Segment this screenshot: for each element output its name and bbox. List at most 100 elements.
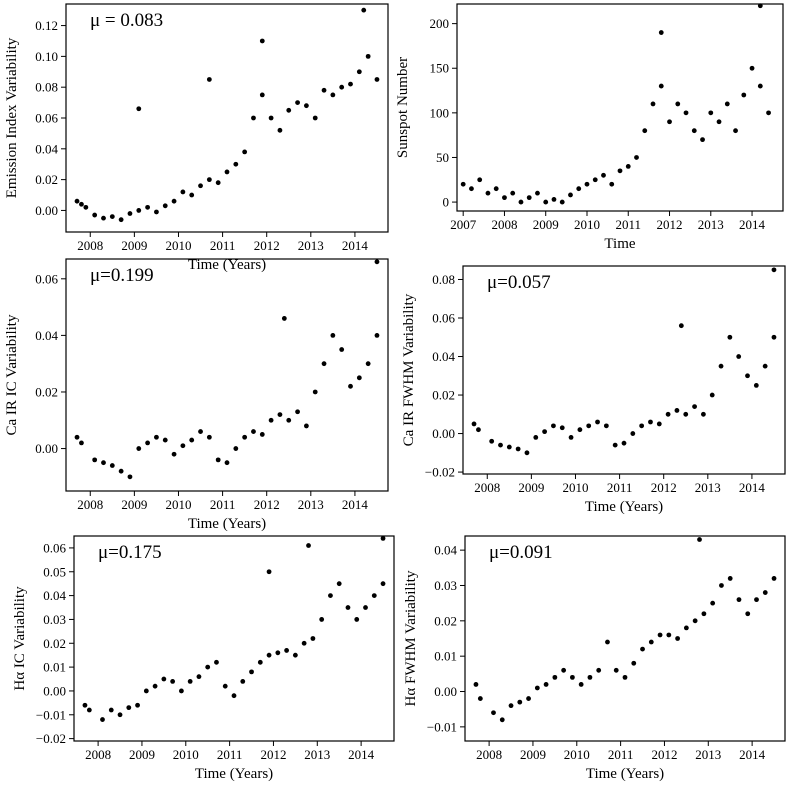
data-point (231, 693, 237, 699)
data-point (508, 703, 514, 709)
data-point (736, 597, 742, 603)
x-tick-label: 2011 (607, 480, 633, 495)
data-point (187, 679, 193, 684)
data-point (650, 101, 656, 107)
data-point (476, 427, 481, 433)
data-point (312, 389, 318, 395)
data-point (339, 347, 345, 352)
x-tick-label: 2013 (698, 217, 724, 232)
data-point (214, 659, 219, 665)
data-point (233, 161, 239, 167)
data-point (198, 429, 203, 434)
data-point (559, 425, 565, 431)
x-tick-label: 2013 (695, 747, 721, 762)
y-tick-label: 150 (430, 61, 450, 76)
data-point (198, 183, 203, 189)
data-point (622, 674, 628, 680)
data-point (700, 137, 705, 143)
data-point (502, 195, 507, 201)
data-point (762, 363, 768, 369)
data-point (493, 186, 499, 192)
x-tick-label: 2013 (695, 480, 721, 495)
data-point (568, 192, 573, 198)
chart-panel-6: 2008 2009 2010 2011 2012 2013 2014 −0.01 0.00 0.0… (403, 535, 786, 782)
data-point (312, 115, 318, 121)
data-point (257, 659, 263, 665)
x-tick-label: 2011 (615, 217, 641, 232)
data-point (365, 53, 371, 59)
y-tick-label: 0.00 (35, 441, 58, 456)
data-point (233, 446, 239, 451)
y-tick-label: 0 (443, 195, 450, 210)
data-point (180, 189, 186, 195)
data-point (206, 434, 212, 440)
data-point (180, 443, 186, 449)
data-point (303, 103, 309, 109)
data-point (224, 460, 230, 466)
data-point (559, 199, 565, 205)
x-tick-label: 2008 (474, 480, 500, 495)
data-point (268, 417, 274, 423)
data-point (145, 204, 151, 210)
y-axis-label: Ca IR FWHM Variability (401, 293, 417, 446)
data-point (526, 195, 532, 201)
data-point (631, 660, 637, 666)
y-tick-label: 0.02 (43, 636, 66, 651)
data-point (135, 702, 140, 708)
data-point (595, 419, 600, 425)
data-point (345, 605, 351, 610)
data-point (648, 639, 654, 645)
data-point (613, 667, 619, 673)
data-point (771, 334, 777, 340)
mu-annotation: μ = 0.083 (90, 10, 163, 31)
data-point (745, 373, 750, 379)
data-point (543, 682, 549, 687)
y-tick-label: 0.06 (432, 311, 455, 326)
data-point (74, 434, 80, 440)
x-tick-label: 2008 (85, 747, 111, 762)
data-point (639, 423, 645, 429)
data-point (667, 119, 672, 125)
y-tick-label: 0.08 (432, 272, 455, 287)
x-tick-label: 2010 (564, 747, 590, 762)
data-point (277, 127, 283, 133)
data-point (753, 383, 759, 388)
data-point (310, 636, 316, 641)
data-point (771, 267, 777, 273)
data-point (515, 446, 521, 452)
data-point (724, 101, 730, 107)
data-point (301, 640, 307, 646)
data-point (154, 209, 159, 215)
plot-area-frame (65, 258, 389, 492)
data-point (259, 92, 265, 98)
plot-area-frame (73, 535, 395, 742)
data-point (675, 101, 681, 107)
data-point (648, 419, 653, 425)
data-point (733, 128, 738, 134)
data-point (348, 383, 353, 389)
data-point (542, 429, 548, 435)
data-point (674, 408, 680, 413)
data-point (136, 208, 142, 213)
data-point (477, 177, 483, 183)
data-point (161, 676, 167, 682)
data-point (596, 667, 602, 673)
data-point (576, 186, 582, 192)
x-tick-label: 2012 (651, 480, 677, 495)
data-point (749, 65, 755, 71)
data-point (657, 632, 663, 638)
plot-area-frame (456, 3, 784, 212)
y-tick-label: 0.00 (35, 203, 58, 218)
x-tick-label: 2013 (298, 497, 324, 512)
data-point (584, 181, 590, 187)
data-point (741, 92, 747, 98)
plot-area-frame (462, 265, 786, 475)
data-point (535, 190, 540, 196)
x-tick-label: 2007 (450, 217, 477, 232)
y-tick-label: −0.02 (36, 731, 66, 746)
mu-annotation: μ=0.175 (98, 542, 162, 563)
data-point (145, 440, 151, 446)
chart-panel-1: 2008 2009 2010 2011 2012 2013 2014 0.00 0.02 0.04… (4, 3, 389, 273)
y-tick-label: 0.05 (43, 564, 66, 579)
y-tick-label: −0.01 (427, 719, 457, 734)
